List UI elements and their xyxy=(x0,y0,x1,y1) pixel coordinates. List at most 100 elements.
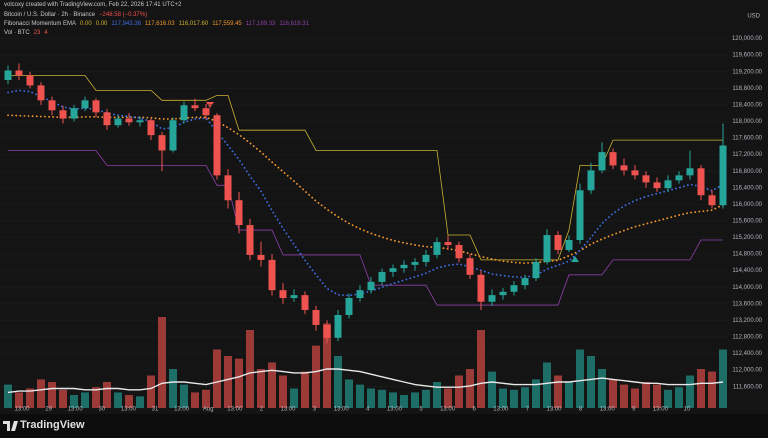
volume-bar xyxy=(389,392,397,408)
volume-bar xyxy=(92,387,100,408)
indicator-value: 117,189.33 xyxy=(245,21,276,27)
volume-bar xyxy=(26,388,34,408)
symbol-row: Bitcoin / U.S. Dollar · 2h · Binance −248… xyxy=(4,12,151,18)
y-tick-label: 112,400.00 xyxy=(732,351,762,357)
y-tick-label: 113,600.00 xyxy=(732,301,762,307)
candle-body xyxy=(70,108,78,119)
x-tick-label: 13:00 xyxy=(546,407,562,413)
volume-bar xyxy=(444,388,452,408)
volume-bar xyxy=(279,375,287,408)
volume-bar xyxy=(191,392,199,408)
candle-body xyxy=(235,200,243,226)
x-tick-label: 4 xyxy=(366,407,370,413)
candle-body xyxy=(697,168,705,196)
volume-bar xyxy=(675,387,683,408)
y-tick-label: 118,400.00 xyxy=(732,102,762,108)
candle-body xyxy=(642,175,650,183)
candle-body xyxy=(477,274,485,302)
candle-body xyxy=(620,165,628,171)
volume-bar xyxy=(510,389,518,408)
indicator-value: 117,943.36 xyxy=(111,21,141,27)
candle-body xyxy=(191,105,199,109)
x-tick-label: 13:00 xyxy=(121,407,137,413)
candle-body xyxy=(4,70,12,81)
volume-bar xyxy=(180,384,188,408)
y-tick-label: 116,400.00 xyxy=(732,185,762,191)
y-tick-label: 118,000.00 xyxy=(732,119,762,125)
volume-bar xyxy=(301,371,309,408)
volume-bar xyxy=(477,330,485,408)
candle-body xyxy=(26,75,34,86)
candle-body xyxy=(213,115,221,176)
candle-body xyxy=(499,291,507,296)
x-tick-label: 31 xyxy=(152,407,159,413)
candle-body xyxy=(37,85,45,101)
volume-bar xyxy=(554,375,562,408)
volume-bar xyxy=(433,382,441,408)
candle-body xyxy=(48,100,56,111)
y-tick-label: 114,000.00 xyxy=(732,285,762,291)
volume-bar xyxy=(499,388,507,408)
candle-body xyxy=(609,152,617,166)
volume-bar xyxy=(653,384,661,408)
volume-bar xyxy=(598,369,606,408)
x-tick-label: 3 xyxy=(313,407,317,413)
candle-body xyxy=(59,110,67,119)
candle-body xyxy=(543,235,551,262)
volume-bar xyxy=(213,349,221,408)
candle-body xyxy=(147,120,155,136)
candle-body xyxy=(675,175,683,181)
candle-body xyxy=(246,225,254,255)
candle-body xyxy=(169,120,177,151)
volume-bar xyxy=(59,389,67,408)
indicator-value: 116,017.60 xyxy=(178,21,209,27)
volume-bar xyxy=(4,384,12,408)
volume-bar xyxy=(565,382,573,408)
volume-bar xyxy=(587,356,595,408)
volume-bar xyxy=(411,392,419,408)
indicator-values: 0.00 0.00 117,943.36 117,616.03 116,017.60 11… xyxy=(80,21,313,27)
symbol: Bitcoin / U.S. Dollar · 2h · Binance xyxy=(4,12,96,18)
volume-bar xyxy=(169,369,177,408)
x-tick-label: 30 xyxy=(98,407,105,413)
volume-bar xyxy=(422,389,430,408)
candle-body xyxy=(708,195,716,206)
candle-body xyxy=(268,259,276,291)
candle-body xyxy=(444,242,452,245)
candle-body xyxy=(334,315,342,338)
volume-bar xyxy=(356,384,364,408)
footer: TradingView xyxy=(0,414,768,438)
candle-body xyxy=(532,261,540,279)
volume-bar xyxy=(367,388,375,408)
x-tick-label: 13:00 xyxy=(334,407,350,413)
y-tick-label: 120,000.00 xyxy=(732,36,763,42)
volume-bar xyxy=(158,317,166,408)
volume-ma xyxy=(7,368,724,394)
volume-bar xyxy=(664,389,672,408)
candle-body xyxy=(180,105,188,121)
candle-body xyxy=(367,281,375,291)
indicator-name: Fibonacci Momentum EMA xyxy=(4,21,77,27)
candle-body xyxy=(433,242,441,255)
x-tick-label: 13:00 xyxy=(280,407,296,413)
candle-body xyxy=(279,290,287,299)
y-tick-label: 111,600.00 xyxy=(733,384,763,390)
y-tick-label: 114,800.00 xyxy=(732,252,762,258)
candle-body xyxy=(301,295,309,311)
volume-bar xyxy=(235,358,243,408)
volume-bar xyxy=(345,379,353,408)
volume-bar xyxy=(521,387,529,408)
volume-bar xyxy=(719,349,727,408)
candle-body xyxy=(224,175,232,201)
candle-body xyxy=(15,70,23,76)
candle-body xyxy=(521,278,529,286)
x-tick-label: 13:00 xyxy=(68,407,84,413)
volume-bar xyxy=(466,369,474,408)
signal-marker xyxy=(571,256,579,262)
chart-background xyxy=(0,0,768,414)
volume-bar xyxy=(708,371,716,408)
volume-bar xyxy=(81,392,89,408)
volume-bar xyxy=(686,375,694,408)
volume-bar xyxy=(334,356,342,408)
candle-body xyxy=(411,261,419,265)
